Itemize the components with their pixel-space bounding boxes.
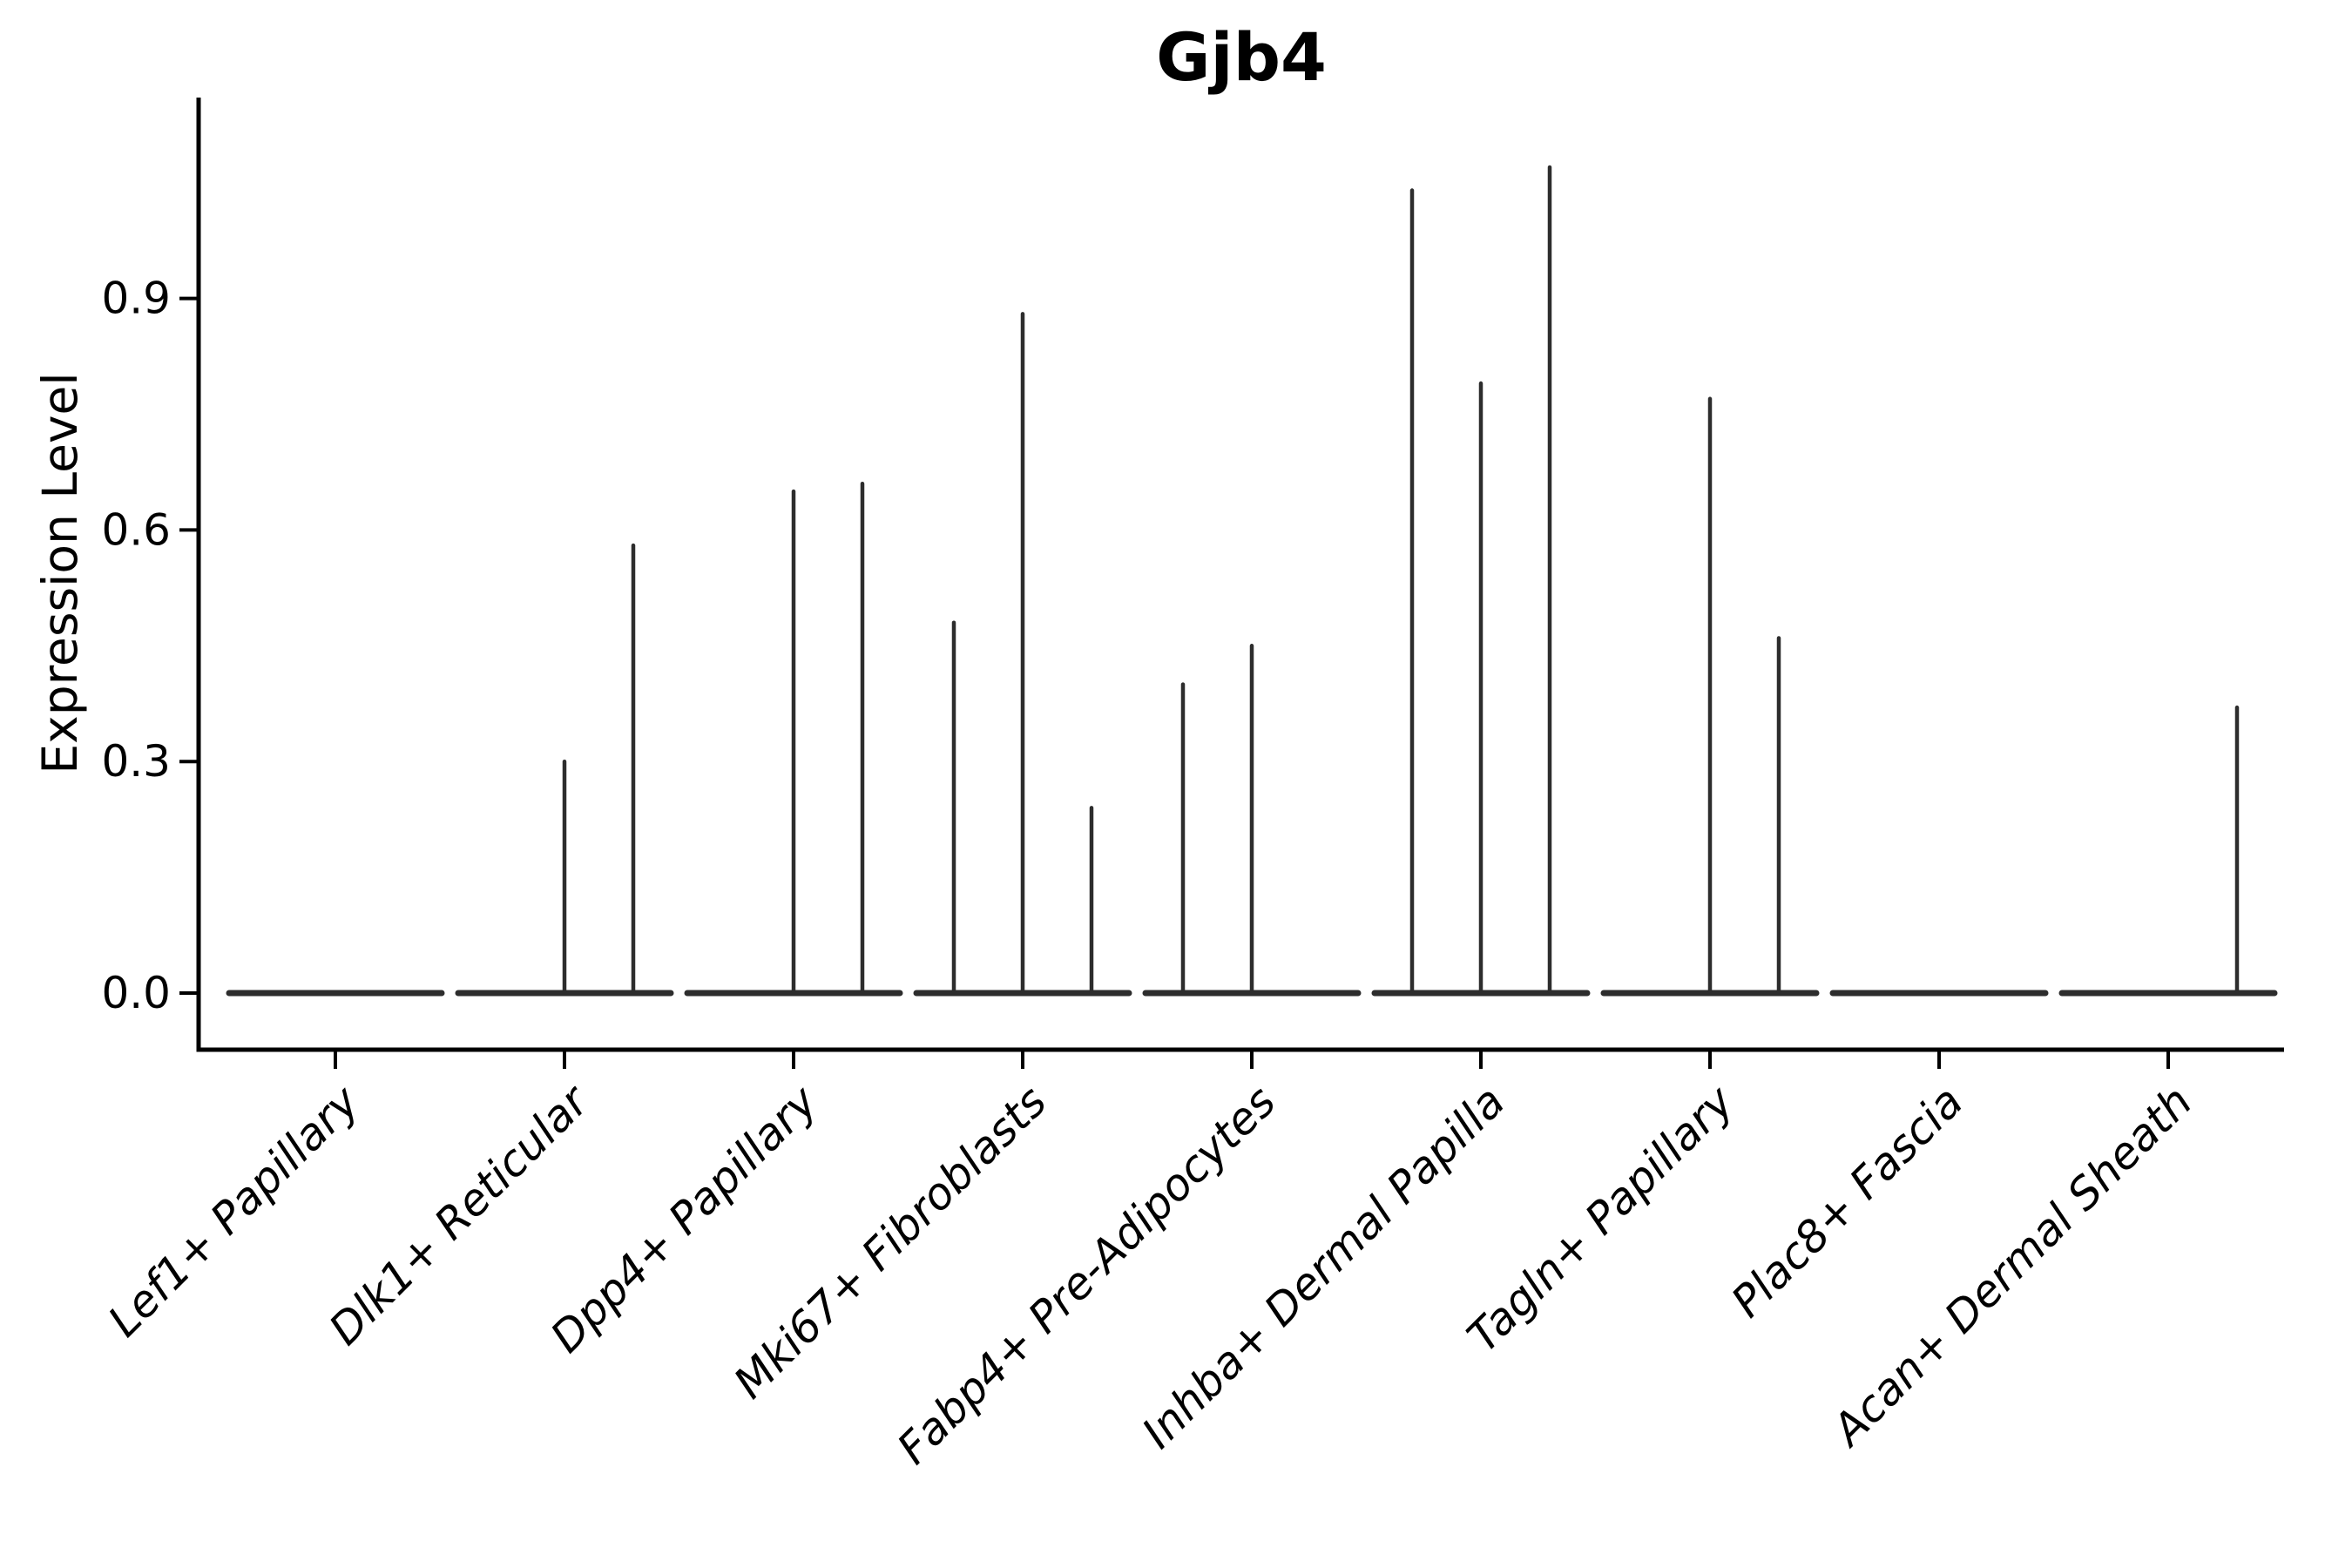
violin [1371, 165, 1591, 997]
x-tick-label: Acan+ Dermal Sheath [1821, 1076, 2202, 1456]
violin [455, 543, 674, 997]
y-tick-label: 0.6 [101, 504, 171, 555]
y-tick-label: 0.3 [101, 736, 171, 787]
x-tick-label: Plac8+ Fascia [1722, 1076, 1973, 1327]
y-axis-label: Expression Level [32, 372, 88, 774]
x-tick-label: Inhba+ Dermal Papilla [1132, 1076, 1514, 1457]
y-tick-labels-group: 0.0 0.3 0.6 0.9 [101, 274, 171, 1018]
y-tick-label: 0.0 [101, 968, 171, 1018]
y-tick-label: 0.9 [101, 274, 171, 324]
x-tick-label: Lef1+ Papillary [98, 1075, 369, 1346]
violin [913, 312, 1132, 997]
chart-title: Gjb4 [1156, 18, 1327, 96]
violin [1600, 396, 1820, 997]
violin [2058, 705, 2278, 997]
violins-group [226, 165, 2278, 997]
violin [684, 481, 903, 997]
axes-group [179, 98, 2284, 1069]
violin [1142, 644, 1362, 997]
x-tick-label: Fabp4+ Pre-Adipocytes [888, 1076, 1286, 1474]
